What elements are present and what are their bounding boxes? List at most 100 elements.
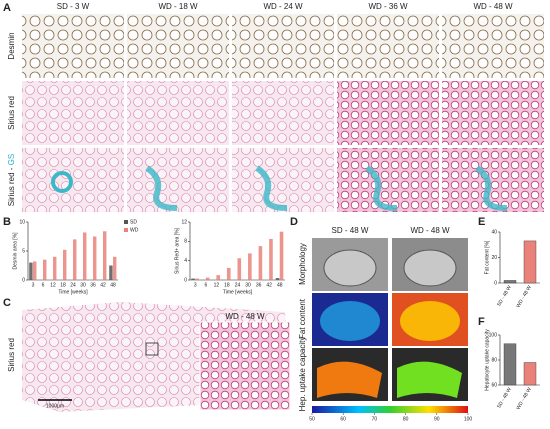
gs-stain <box>475 165 508 211</box>
x-tick-label: 3 <box>32 282 35 288</box>
bar <box>113 256 117 280</box>
row-label: Sirius red - GS <box>7 154 16 206</box>
column-header: WD - 18 W <box>158 2 198 11</box>
bar <box>226 267 231 280</box>
panel-label: E <box>478 216 485 228</box>
x-tick-label: 18 <box>60 282 66 288</box>
micrograph <box>232 81 334 145</box>
bar <box>205 277 210 280</box>
bar <box>93 236 97 280</box>
x-tick-label: 36 <box>256 282 262 288</box>
micrograph <box>442 14 544 78</box>
row-label: Sirius red <box>7 338 16 372</box>
legend-swatch <box>124 220 128 224</box>
x-tick-label: 6 <box>42 282 45 288</box>
bar <box>109 265 113 280</box>
bar <box>523 362 537 386</box>
legend-label: WD <box>130 227 139 233</box>
y-axis-label: Desmin area [%] <box>12 232 18 270</box>
bar <box>258 246 263 280</box>
y-tick-label: 8 <box>184 239 187 245</box>
bar <box>73 239 77 280</box>
x-tick-label: SD - 48 W <box>496 284 513 307</box>
y-tick-label: 40 <box>491 229 497 235</box>
row-label: Desmin <box>7 32 16 59</box>
y-tick-label: 5 <box>22 248 25 254</box>
x-tick-label: 12 <box>50 282 56 288</box>
y-tick-label: 0 <box>184 277 187 283</box>
micrograph <box>22 14 124 78</box>
bar <box>53 256 57 280</box>
y-tick-label: 4 <box>184 258 187 264</box>
micrograph <box>337 81 439 145</box>
x-tick-label: 42 <box>100 282 106 288</box>
x-axis-label: Time [weeks] <box>223 289 253 295</box>
row-label: Hep. uptake capacity <box>298 337 307 412</box>
bar <box>216 275 220 280</box>
colorbar-tick-label: 50 <box>309 416 315 422</box>
row-label-part: Sirius red - <box>7 165 16 206</box>
organ <box>323 249 377 287</box>
column-header: WD - 48 W <box>410 226 450 235</box>
roi-box <box>145 342 159 356</box>
panel-label: B <box>3 216 11 228</box>
y-axis-label: Fat content [%] <box>484 240 490 274</box>
inset-title: WD - 48 W <box>225 312 265 321</box>
colorbar-tick-label: 100 <box>464 416 473 422</box>
micrograph <box>442 81 544 145</box>
x-tick-label: 6 <box>204 282 207 288</box>
y-tick-label: 12 <box>181 219 187 225</box>
organ <box>403 249 457 287</box>
panel-label: F <box>478 316 485 328</box>
micrograph <box>337 148 439 212</box>
y-tick-label: 20 <box>491 255 497 261</box>
x-axis-label: Time [weeks] <box>58 289 88 295</box>
row-label-highlight: GS <box>7 154 16 166</box>
micrograph <box>127 81 229 145</box>
x-tick-label: 3 <box>194 282 197 288</box>
micrograph <box>232 148 334 212</box>
row-label: Fat content <box>298 298 307 339</box>
uptake-map <box>397 361 462 398</box>
y-tick-label: 0 <box>22 277 25 283</box>
column-header: SD - 3 W <box>57 2 90 11</box>
bar <box>237 258 242 280</box>
y-tick-label: 100 <box>489 332 498 338</box>
x-tick-label: 30 <box>80 282 86 288</box>
gs-stain <box>255 165 288 211</box>
bar <box>29 262 33 280</box>
bar <box>275 278 280 280</box>
panel-label: A <box>3 2 11 14</box>
inset <box>199 321 291 411</box>
column-header: SD - 48 W <box>332 226 369 235</box>
bar <box>63 249 67 280</box>
x-tick-label: 48 <box>277 282 283 288</box>
column-header: WD - 36 W <box>368 2 408 11</box>
legend-swatch <box>124 228 128 232</box>
colorbar-tick-label: 70 <box>372 416 378 422</box>
colorbar-tick-label: 80 <box>403 416 409 422</box>
bar <box>43 259 47 280</box>
bar <box>503 343 517 386</box>
gs-stain <box>51 171 73 193</box>
y-axis-label: Sirius Red+ area [%] <box>174 227 180 274</box>
bar <box>191 278 195 280</box>
bar <box>503 280 517 284</box>
y-tick-label: 10 <box>19 219 25 225</box>
bar <box>83 232 87 280</box>
row-label: Sirius red <box>7 96 16 130</box>
bar <box>195 278 199 280</box>
x-tick-label: 36 <box>90 282 96 288</box>
y-tick-label: 0 <box>494 280 497 286</box>
x-tick-label: WD - 48 W <box>515 386 533 410</box>
fat-map <box>320 301 380 341</box>
fat-map <box>400 301 460 341</box>
column-header: WD - 48 W <box>473 2 513 11</box>
micrograph <box>127 148 229 212</box>
gs-stain <box>145 165 178 211</box>
micrograph <box>22 81 124 145</box>
uptake-map <box>317 361 382 398</box>
micrograph <box>337 14 439 78</box>
bar <box>523 240 537 284</box>
